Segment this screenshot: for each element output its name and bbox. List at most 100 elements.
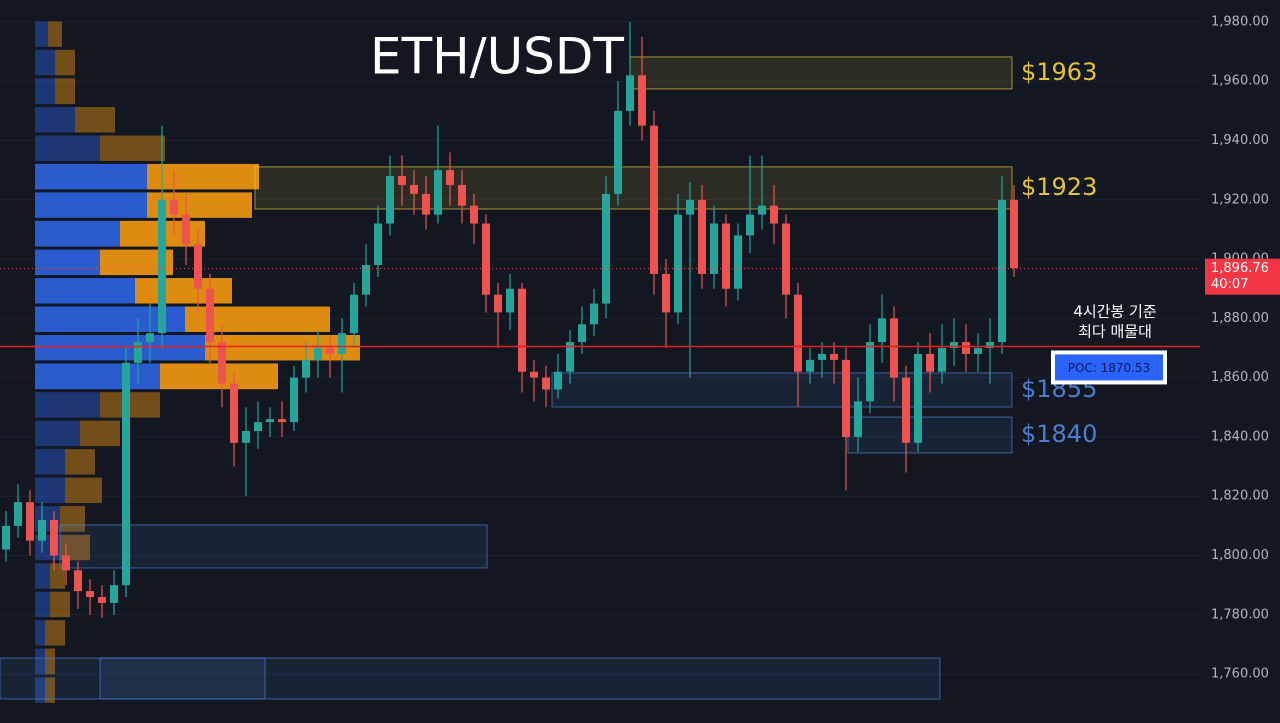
price-countdown: 40:07 xyxy=(1211,277,1248,292)
annotation: 4시간봉 기준 xyxy=(1073,303,1157,321)
y-tick-label: 1,920.00 xyxy=(1211,192,1269,207)
zone-label: $1963 xyxy=(1021,58,1097,86)
poc-box xyxy=(1055,354,1163,381)
profile-buy xyxy=(35,563,50,589)
candle-body xyxy=(134,342,142,363)
candle-body xyxy=(974,348,982,354)
profile-buy xyxy=(35,477,65,504)
candle-body xyxy=(650,125,658,274)
candle-body xyxy=(782,223,790,295)
chart-title: ETH/USDT xyxy=(370,28,624,86)
candle-body xyxy=(470,205,478,224)
profile-sell xyxy=(55,78,75,105)
candle-body xyxy=(614,110,622,194)
candle-body xyxy=(890,318,898,378)
profile-buy xyxy=(35,49,55,76)
profile-sell xyxy=(100,135,165,161)
candle-body xyxy=(338,333,346,354)
candle-body xyxy=(290,377,298,423)
profile-buy xyxy=(35,107,75,133)
candle-body xyxy=(206,288,214,343)
profile-buy xyxy=(35,135,100,161)
candle-body xyxy=(146,333,154,343)
candle-body xyxy=(686,199,694,215)
candle-body xyxy=(770,205,778,224)
profile-buy xyxy=(35,449,65,475)
candle-body xyxy=(170,199,178,215)
profile-sell xyxy=(48,21,62,47)
y-tick-label: 1,940.00 xyxy=(1211,133,1269,148)
candle-body xyxy=(962,342,970,354)
profile-buy xyxy=(35,21,48,47)
y-tick-label: 1,960.00 xyxy=(1211,74,1269,89)
candle-body xyxy=(158,199,166,334)
candle-body xyxy=(14,502,22,526)
zone xyxy=(0,657,266,700)
candle-body xyxy=(230,383,238,443)
profile-sell xyxy=(205,334,360,361)
candle-body xyxy=(986,342,994,349)
profile-buy xyxy=(35,363,160,390)
profile-sell xyxy=(135,278,232,304)
profile-sell xyxy=(65,449,95,475)
profile-sell xyxy=(147,163,259,190)
profile-buy xyxy=(35,420,80,447)
candle-body xyxy=(590,303,598,325)
candle-body xyxy=(254,422,262,432)
zone-label: $1840 xyxy=(1021,420,1097,448)
y-tick-label: 1,780.00 xyxy=(1211,607,1269,622)
profile-buy xyxy=(35,334,205,361)
candle-body xyxy=(422,193,430,215)
candle-body xyxy=(242,431,250,443)
candle-body xyxy=(578,324,586,343)
candle-body xyxy=(362,265,370,295)
price-tag xyxy=(1205,258,1280,295)
candle-body xyxy=(458,184,466,206)
profile-buy xyxy=(35,392,100,418)
candle-body xyxy=(878,318,886,343)
y-tick-label: 1,880.00 xyxy=(1211,311,1269,326)
candle-body xyxy=(38,519,46,541)
candle-body xyxy=(26,502,34,541)
candle-body xyxy=(86,591,94,598)
candle-body xyxy=(446,170,454,185)
profile-sell xyxy=(45,677,55,703)
candle-body xyxy=(794,294,802,372)
candle-body xyxy=(398,176,406,185)
zone xyxy=(59,524,488,569)
y-tick-label: 1,980.00 xyxy=(1211,14,1269,29)
y-tick-label: 1,800.00 xyxy=(1211,548,1269,563)
candles xyxy=(2,21,1018,618)
candle-body xyxy=(950,342,958,349)
candle-body xyxy=(326,348,334,354)
y-tick-label: 1,820.00 xyxy=(1211,489,1269,504)
candle-body xyxy=(2,525,10,550)
candle-body xyxy=(110,585,118,603)
candle-body xyxy=(818,353,826,360)
profile-sell xyxy=(45,648,55,675)
candle-body xyxy=(410,184,418,194)
profile-sell xyxy=(50,591,70,618)
candle-body xyxy=(542,377,550,390)
profile-buy xyxy=(35,163,147,190)
zone xyxy=(629,56,1013,90)
candle-body xyxy=(566,342,574,372)
candle-body xyxy=(518,288,526,372)
zone xyxy=(99,657,941,700)
candle-body xyxy=(50,519,58,556)
candle-body xyxy=(266,419,274,423)
annotation: 최다 매물대 xyxy=(1078,323,1152,341)
candle-body xyxy=(734,235,742,289)
profile-sell xyxy=(75,107,115,133)
profile-sell xyxy=(55,49,75,76)
candle-body xyxy=(674,214,682,313)
profile-sell xyxy=(80,420,120,447)
candle-body xyxy=(506,288,514,313)
candle-body xyxy=(350,294,358,334)
candle-body xyxy=(194,244,202,289)
price-tag-label: 1,896.76 xyxy=(1211,261,1269,276)
candle-body xyxy=(662,273,670,313)
candle-body xyxy=(374,223,382,266)
profile-sell xyxy=(45,620,65,646)
